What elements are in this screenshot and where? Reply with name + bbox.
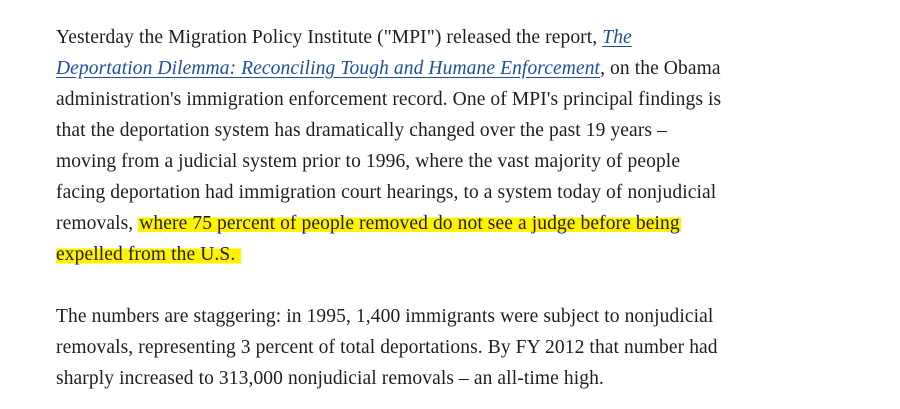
- paragraph-1-line-8: expelled from the U.S.: [56, 239, 856, 270]
- paragraph-2-line-3: sharply increased to 313,000 nonjudicial…: [56, 368, 604, 389]
- line-text: , on the Obama: [600, 58, 721, 79]
- paragraph-1: Yesterday the Migration Policy Institute…: [56, 22, 856, 270]
- paragraph-1-line-2: Deportation Dilemma: Reconciling Tough a…: [56, 53, 856, 84]
- highlighted-text-continued: expelled from the U.S.: [56, 244, 242, 265]
- paragraph-2: The numbers are staggering: in 1995, 1,4…: [56, 301, 856, 394]
- paragraph-1-line-4: that the deportation system has dramatic…: [56, 120, 667, 141]
- highlight-content: expelled from the U.S: [56, 244, 231, 265]
- sentence-period: .: [230, 244, 236, 265]
- paragraph-1-line-6: facing deportation had immigration court…: [56, 182, 717, 203]
- highlighted-text: where 75 percent of people removed do no…: [138, 213, 681, 234]
- paragraph-2-line-2: removals, representing 3 percent of tota…: [56, 337, 718, 358]
- report-link-continued[interactable]: Deportation Dilemma: Reconciling Tough a…: [56, 58, 601, 79]
- paragraph-1-line-5: moving from a judicial system prior to 1…: [56, 151, 681, 172]
- paragraph-2-line-1: The numbers are staggering: in 1995, 1,4…: [56, 306, 714, 327]
- report-link[interactable]: The: [602, 27, 632, 48]
- paragraph-gap: [56, 270, 856, 301]
- paragraph-1-line-1: Yesterday the Migration Policy Institute…: [56, 22, 856, 53]
- paragraph-1-line-7: removals, where 75 percent of people rem…: [56, 208, 856, 239]
- line-text: Yesterday the Migration Policy Institute…: [56, 27, 603, 48]
- line-text: removals,: [56, 213, 139, 234]
- article-body: Yesterday the Migration Policy Institute…: [56, 22, 856, 394]
- paragraph-1-line-3: administration's immigration enforcement…: [56, 89, 722, 110]
